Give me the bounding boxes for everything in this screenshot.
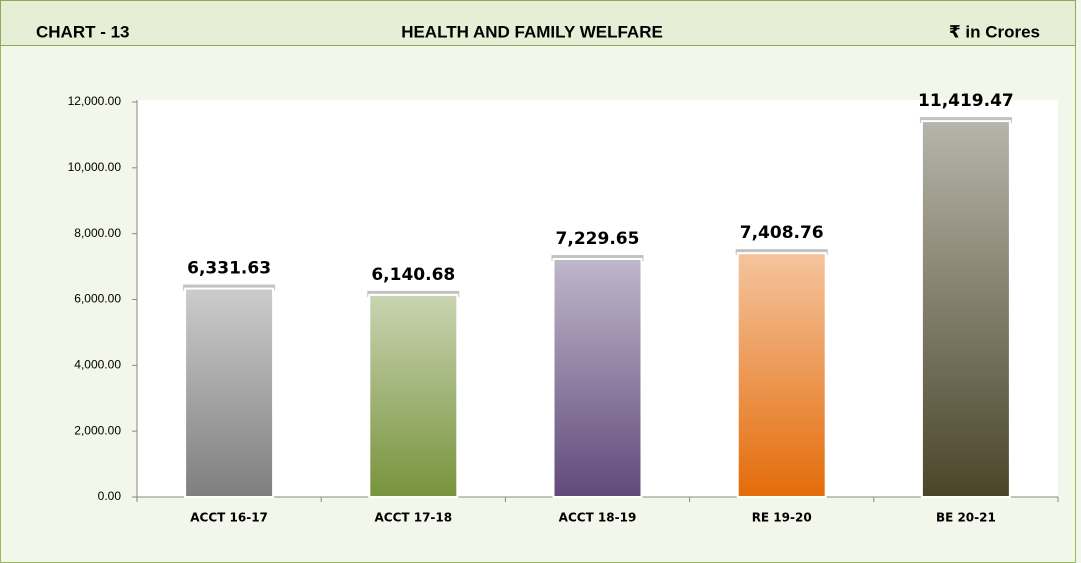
value-label: 11,419.47 xyxy=(918,91,1014,111)
x-tick-label: ACCT 17-18 xyxy=(374,511,452,525)
y-tick-label: 2,000.00 xyxy=(74,423,121,437)
chart-label: CHART - 13 xyxy=(36,22,130,41)
y-tick-label: 12,000.00 xyxy=(68,94,122,108)
bar xyxy=(736,252,827,498)
x-tick-label: RE 19-20 xyxy=(752,511,812,525)
y-tick-label: 6,000.00 xyxy=(74,292,121,306)
bar xyxy=(368,293,459,499)
header-band xyxy=(0,0,1076,46)
value-label: 7,229.65 xyxy=(556,229,640,249)
value-label: 6,140.68 xyxy=(371,265,455,285)
y-tick-label: 0.00 xyxy=(98,489,122,503)
bar-shadow xyxy=(367,290,460,297)
bar xyxy=(184,287,275,498)
y-tick-label: 8,000.00 xyxy=(74,226,121,240)
value-label: 6,331.63 xyxy=(187,259,271,279)
x-tick-label: ACCT 16-17 xyxy=(190,511,268,525)
y-tick-label: 10,000.00 xyxy=(68,160,122,174)
unit-label: ₹ in Crores xyxy=(949,22,1040,41)
value-label: 7,408.76 xyxy=(740,223,824,243)
x-tick-label: BE 20-21 xyxy=(936,511,996,525)
x-tick-label: ACCT 18-19 xyxy=(559,511,637,525)
bar xyxy=(552,258,643,498)
chart-title: HEALTH AND FAMILY WELFARE xyxy=(401,22,663,41)
y-tick-label: 4,000.00 xyxy=(74,358,121,372)
bar-shadow xyxy=(551,255,644,262)
bar xyxy=(920,120,1011,499)
